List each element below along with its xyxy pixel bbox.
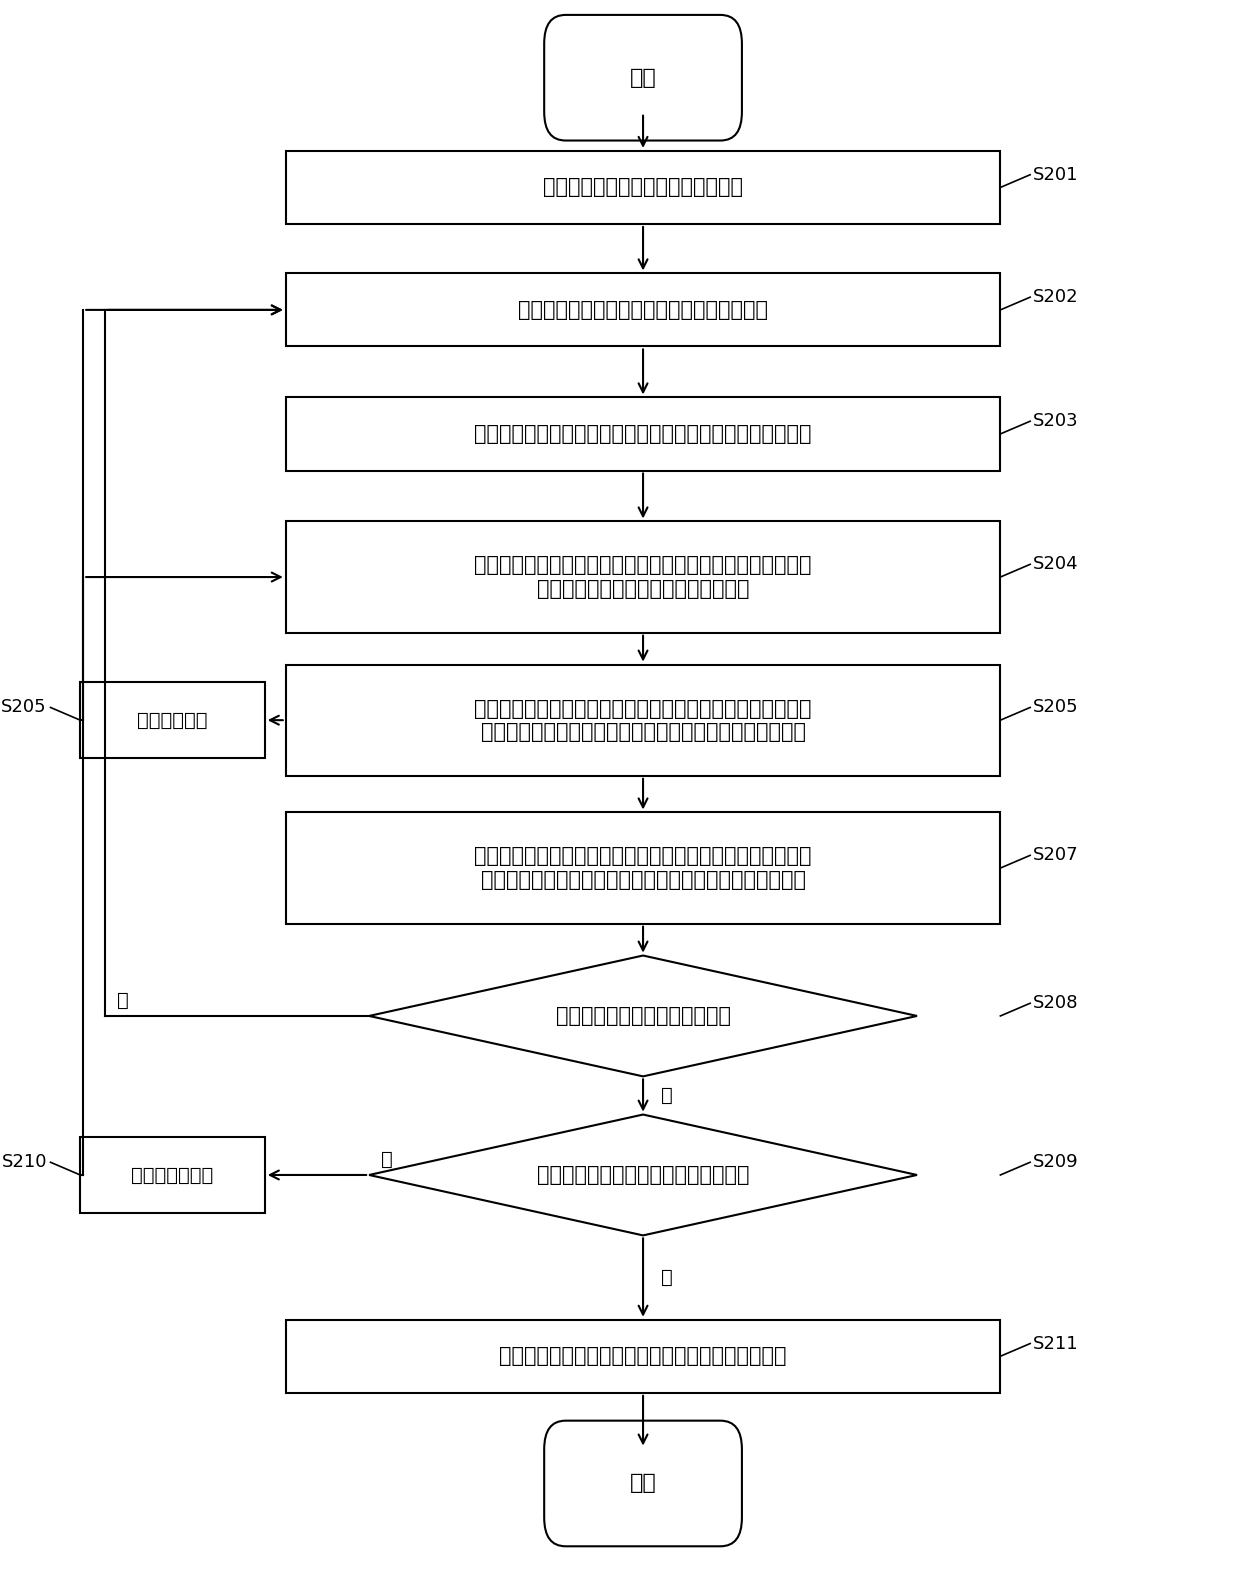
Text: S205: S205 (1033, 698, 1078, 717)
Text: S209: S209 (1033, 1153, 1078, 1171)
Polygon shape (370, 1115, 918, 1236)
Text: 基于前一状态下所选择的动作和所述奖励值表，从对应的任务
组合中选取当前状态下对应的当前动作: 基于前一状态下所选择的动作和所述奖励值表，从对应的任务 组合中选取当前状态下对应… (475, 556, 812, 599)
Text: 是: 是 (661, 1086, 672, 1106)
Text: S202: S202 (1033, 288, 1078, 306)
Bar (285, 812, 1001, 924)
Text: 是: 是 (661, 1268, 672, 1287)
Text: 基于从所述奖励值表中查询得到的当前动作对应的奖赏评估值
，对所述策略表中当前状态下选择当前动作的概率进行更新: 基于从所述奖励值表中查询得到的当前动作对应的奖赏评估值 ，对所述策略表中当前状态… (475, 699, 812, 742)
FancyBboxPatch shape (544, 1421, 742, 1547)
Text: 否: 否 (117, 991, 128, 1010)
Text: S201: S201 (1033, 166, 1078, 183)
Text: S211: S211 (1033, 1335, 1078, 1352)
Text: 否: 否 (381, 1150, 393, 1169)
Text: S203: S203 (1033, 413, 1078, 430)
Text: 初始化当前调度任务对应的奖励值表: 初始化当前调度任务对应的奖励值表 (543, 177, 743, 198)
Text: 执行下一次迭代: 执行下一次迭代 (131, 1166, 213, 1185)
Bar (285, 521, 1001, 632)
Text: 判断当前调度任务是否调度完成: 判断当前调度任务是否调度完成 (556, 1005, 730, 1026)
Polygon shape (370, 956, 918, 1077)
Text: S210: S210 (1, 1153, 47, 1171)
Text: S208: S208 (1033, 994, 1078, 1012)
Text: 判断迭代次数是否达到预设的次数阈值: 判断迭代次数是否达到预设的次数阈值 (537, 1164, 749, 1185)
Text: S204: S204 (1033, 556, 1078, 573)
Text: 结束: 结束 (630, 1474, 656, 1494)
Bar (285, 664, 1001, 776)
Bar (285, 1319, 1001, 1392)
FancyBboxPatch shape (544, 14, 742, 140)
Text: 按照顺序对预设的多种状态进行遍历，获取遍历至的当前状态: 按照顺序对预设的多种状态进行遍历，获取遍历至的当前状态 (475, 424, 812, 444)
Text: 开始: 开始 (630, 68, 656, 88)
Text: S205: S205 (1, 698, 47, 717)
Bar (81, 1137, 265, 1214)
Text: 进入下一状态: 进入下一状态 (138, 710, 208, 730)
Text: 基于从所述奖励值表中查询得到的当前动作对应的奖赏评估值
，对所述策略表中当前状态下选择当前动作的概率进行更新: 基于从所述奖励值表中查询得到的当前动作对应的奖赏评估值 ，对所述策略表中当前状态… (475, 846, 812, 889)
Bar (285, 397, 1001, 470)
Text: 输出此时的策略表，作为当前调度任务对应的策略表: 输出此时的策略表，作为当前调度任务对应的策略表 (500, 1346, 787, 1367)
Bar (285, 274, 1001, 346)
Bar (285, 151, 1001, 225)
Text: S207: S207 (1033, 846, 1078, 865)
Bar (81, 682, 265, 758)
Text: 初始化当前调度任务对应的状态空间和策略表: 初始化当前调度任务对应的状态空间和策略表 (518, 299, 768, 320)
